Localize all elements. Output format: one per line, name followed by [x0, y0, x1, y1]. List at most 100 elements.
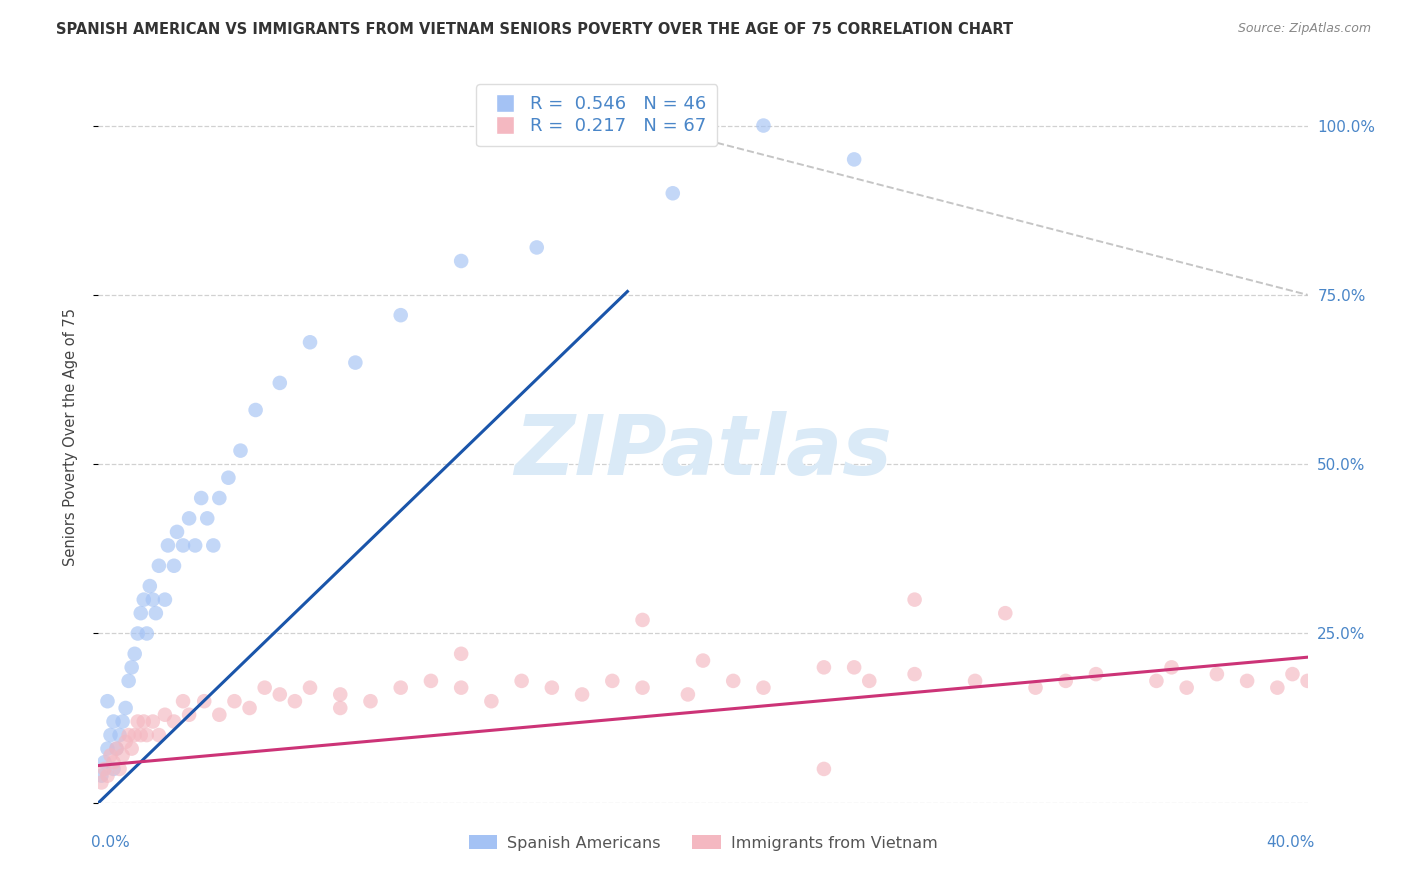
Point [661, 186, 683, 201]
Point [329, 701, 352, 715]
Point [723, 673, 745, 688]
Point [148, 728, 170, 742]
Point [93, 762, 115, 776]
Point [858, 673, 880, 688]
Point [299, 335, 322, 350]
Point [450, 681, 472, 695]
Text: SPANISH AMERICAN VS IMMIGRANTS FROM VIETNAM SENIORS POVERTY OVER THE AGE OF 75 C: SPANISH AMERICAN VS IMMIGRANTS FROM VIET… [56, 22, 1014, 37]
Point [208, 491, 231, 505]
Point [103, 714, 125, 729]
Point [1175, 681, 1198, 695]
Point [602, 673, 624, 688]
Point [103, 755, 125, 769]
Point [127, 626, 149, 640]
Point [813, 660, 835, 674]
Point [105, 741, 128, 756]
Point [239, 701, 262, 715]
Point [299, 681, 322, 695]
Point [1236, 673, 1258, 688]
Point [184, 538, 207, 552]
Point [179, 511, 201, 525]
Text: 0.0%: 0.0% [91, 836, 131, 850]
Text: ZIPatlas: ZIPatlas [515, 411, 891, 492]
Point [114, 735, 136, 749]
Point [96, 694, 118, 708]
Point [253, 681, 276, 695]
Text: 40.0%: 40.0% [1267, 836, 1315, 850]
Point [108, 762, 131, 776]
Point [121, 741, 143, 756]
Point [602, 119, 624, 133]
Point [752, 119, 775, 133]
Point [904, 592, 927, 607]
Point [1160, 660, 1182, 674]
Point [510, 673, 533, 688]
Point [1085, 667, 1108, 681]
Point [844, 660, 866, 674]
Point [631, 681, 654, 695]
Point [124, 647, 146, 661]
Point [139, 579, 162, 593]
Point [389, 308, 412, 322]
Point [631, 613, 654, 627]
Point [420, 673, 443, 688]
Point [111, 714, 134, 729]
Point [142, 592, 165, 607]
Point [195, 511, 218, 525]
Point [1054, 673, 1077, 688]
Point [163, 558, 186, 573]
Point [135, 728, 157, 742]
Point [844, 153, 866, 167]
Point [172, 538, 194, 552]
Point [269, 688, 291, 702]
Point [540, 681, 562, 695]
Point [111, 748, 134, 763]
Point [526, 240, 548, 254]
Point [96, 741, 118, 756]
Point [96, 769, 118, 783]
Point [179, 707, 201, 722]
Point [571, 688, 593, 702]
Point [103, 762, 125, 776]
Point [217, 471, 239, 485]
Point [153, 592, 176, 607]
Point [208, 707, 231, 722]
Point [1267, 681, 1289, 695]
Point [229, 443, 252, 458]
Point [129, 728, 152, 742]
Point [156, 538, 179, 552]
Point [994, 606, 1017, 620]
Point [481, 694, 503, 708]
Text: Source: ZipAtlas.com: Source: ZipAtlas.com [1237, 22, 1371, 36]
Point [344, 355, 367, 369]
Point [692, 654, 714, 668]
Point [329, 688, 352, 702]
Point [269, 376, 291, 390]
Point [148, 558, 170, 573]
Point [135, 626, 157, 640]
Point [904, 667, 927, 681]
Point [1206, 667, 1229, 681]
Point [90, 775, 112, 789]
Point [118, 673, 141, 688]
Point [193, 694, 215, 708]
Point [90, 769, 112, 783]
Point [93, 755, 115, 769]
Point [1144, 673, 1167, 688]
Point [145, 606, 167, 620]
Y-axis label: Seniors Poverty Over the Age of 75: Seniors Poverty Over the Age of 75 [63, 308, 77, 566]
Point [124, 728, 146, 742]
Point [245, 403, 267, 417]
Point [153, 707, 176, 722]
Point [1281, 667, 1303, 681]
Point [166, 524, 188, 539]
Point [142, 714, 165, 729]
Legend: Spanish Americans, Immigrants from Vietnam: Spanish Americans, Immigrants from Vietn… [463, 829, 943, 857]
Point [1296, 673, 1319, 688]
Point [965, 673, 987, 688]
Point [813, 762, 835, 776]
Point [100, 748, 122, 763]
Point [190, 491, 212, 505]
Point [118, 728, 141, 742]
Point [105, 741, 128, 756]
